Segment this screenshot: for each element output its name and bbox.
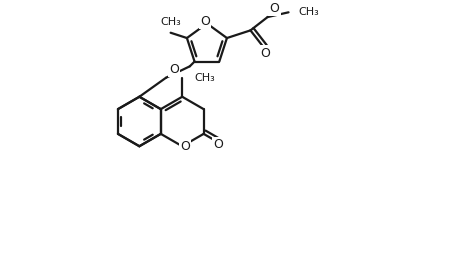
Text: CH₃: CH₃ xyxy=(160,17,181,27)
Text: O: O xyxy=(180,140,190,153)
Text: O: O xyxy=(214,138,223,151)
Text: O: O xyxy=(260,47,270,60)
Text: O: O xyxy=(200,15,210,28)
Text: CH₃: CH₃ xyxy=(298,7,319,17)
Text: O: O xyxy=(270,2,279,15)
Text: O: O xyxy=(169,63,179,76)
Text: CH₃: CH₃ xyxy=(194,73,216,83)
